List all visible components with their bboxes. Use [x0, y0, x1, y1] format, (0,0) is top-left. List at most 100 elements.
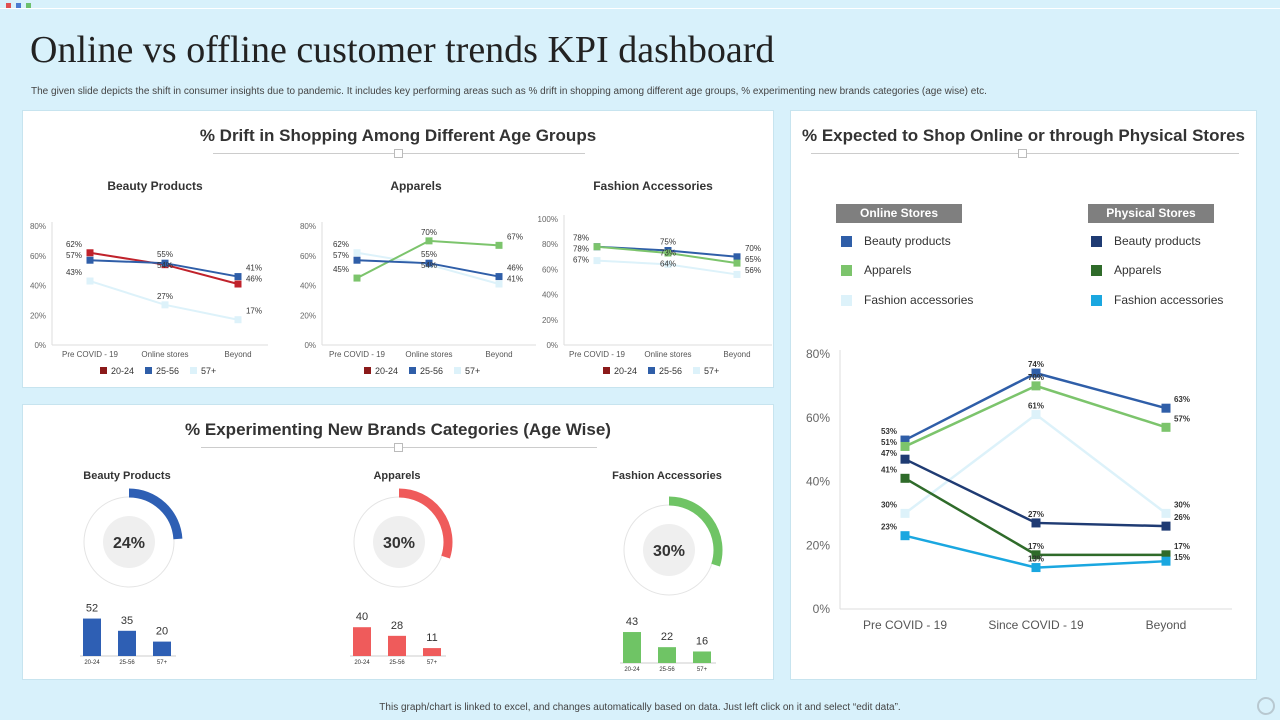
bar — [693, 651, 711, 663]
data-label: 55% — [421, 250, 437, 259]
data-label: 23% — [881, 523, 897, 532]
legend-swatch — [145, 367, 152, 374]
data-point — [593, 243, 601, 251]
gauge-center — [643, 524, 695, 576]
x-tick-label: Online stores — [644, 350, 691, 359]
data-label: 78% — [573, 245, 589, 254]
data-label: 45% — [333, 265, 349, 274]
legend-item: Apparels — [1091, 263, 1161, 277]
data-label: 46% — [246, 275, 262, 284]
y-tick-label: 80% — [542, 240, 558, 249]
data-point — [495, 273, 503, 281]
y-tick-label: 60% — [542, 265, 558, 274]
bar — [353, 627, 371, 656]
legend-swatch — [100, 367, 107, 374]
x-tick-label: Pre COVID - 19 — [329, 350, 386, 359]
divider-handle — [394, 149, 403, 158]
legend-swatch — [454, 367, 461, 374]
legend-item: Fashion accessories — [841, 293, 973, 307]
y-tick-label: 0% — [546, 341, 558, 350]
data-point — [1031, 368, 1041, 378]
y-tick-label: 20% — [30, 311, 46, 320]
data-label: 41% — [507, 275, 523, 284]
data-point — [1161, 403, 1171, 413]
bar-category: 20-24 — [84, 660, 100, 666]
experiment-title: % Experimenting New Brands Categories (A… — [185, 420, 611, 439]
data-point — [593, 257, 601, 265]
bar-value: 20 — [156, 626, 168, 638]
x-tick-label: Pre COVID - 19 — [863, 618, 947, 632]
data-label: 17% — [1174, 542, 1190, 551]
data-point — [733, 253, 741, 261]
bar-value: 40 — [356, 611, 368, 623]
data-point — [234, 273, 242, 281]
x-tick-label: Online stores — [141, 350, 188, 359]
gauge-value: 24% — [113, 535, 145, 552]
x-tick-label: Beyond — [723, 350, 750, 359]
data-point — [664, 249, 672, 257]
bar-category: 20-24 — [624, 667, 640, 673]
legend-label: 57+ — [201, 366, 216, 376]
bar-value: 35 — [121, 615, 133, 627]
bar-value: 11 — [426, 632, 437, 644]
legend-label: 25-56 — [659, 366, 682, 376]
x-tick-label: Pre COVID - 19 — [569, 350, 626, 359]
legend-swatch — [190, 367, 197, 374]
x-tick-label: Online stores — [405, 350, 452, 359]
legend-item: Beauty products — [841, 234, 951, 248]
y-tick-label: 60% — [300, 252, 316, 261]
y-tick-label: 80% — [806, 347, 830, 361]
data-label: 62% — [333, 240, 349, 249]
data-label: 26% — [1174, 513, 1190, 522]
legend-item: Apparels — [841, 263, 911, 277]
data-label: 41% — [246, 264, 262, 273]
data-label: 78% — [573, 234, 589, 243]
legend-item: Fashion accessories — [1091, 293, 1223, 307]
legend-label: 25-56 — [420, 366, 443, 376]
gauge-center — [373, 516, 425, 568]
data-label: 74% — [1028, 360, 1044, 369]
data-point — [900, 508, 910, 518]
data-point — [425, 237, 433, 245]
legend-swatch — [364, 367, 371, 374]
y-tick-label: 40% — [30, 282, 46, 291]
legend-swatch — [648, 367, 655, 374]
data-point — [1161, 508, 1171, 518]
data-label: 70% — [745, 244, 761, 253]
y-tick-label: 0% — [813, 602, 831, 616]
data-label: 56% — [745, 266, 761, 275]
data-point — [900, 441, 910, 451]
data-point — [234, 316, 242, 324]
data-label: 47% — [881, 449, 897, 458]
chart-title: Apparels — [390, 179, 442, 193]
bar-value: 28 — [391, 620, 403, 632]
bar-category: 57+ — [697, 667, 708, 673]
data-label: 27% — [1028, 510, 1044, 519]
legend-label: 25-56 — [156, 366, 179, 376]
data-point — [733, 270, 741, 278]
data-label: 62% — [66, 240, 82, 249]
data-label: 27% — [157, 292, 173, 301]
data-point — [733, 259, 741, 267]
data-point — [1161, 422, 1171, 432]
legend-header-online: Online Stores — [836, 204, 962, 223]
data-point — [900, 454, 910, 464]
y-tick-label: 80% — [30, 222, 46, 231]
data-label: 17% — [1028, 542, 1044, 551]
bar-value: 16 — [696, 635, 708, 647]
data-point — [86, 249, 94, 257]
bar-category: 25-56 — [389, 660, 405, 666]
data-label: 73% — [660, 249, 676, 258]
bar — [388, 635, 406, 656]
data-label: 55% — [157, 250, 173, 259]
data-point — [900, 473, 910, 483]
drift-title: % Drift in Shopping Among Different Age … — [199, 126, 597, 145]
data-point — [86, 277, 94, 285]
legend-item: Beauty products — [1091, 234, 1201, 248]
data-label: 30% — [1174, 500, 1190, 509]
data-label: 64% — [660, 260, 676, 269]
data-label: 57% — [66, 251, 82, 260]
data-label: 43% — [66, 268, 82, 277]
legend-swatch — [693, 367, 700, 374]
